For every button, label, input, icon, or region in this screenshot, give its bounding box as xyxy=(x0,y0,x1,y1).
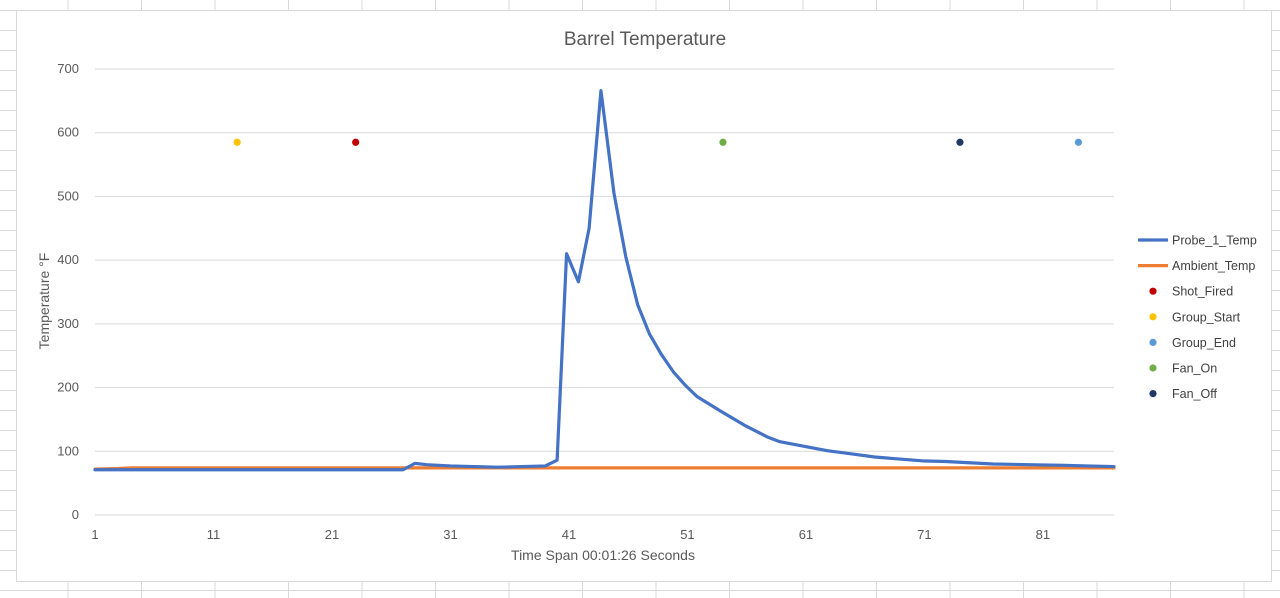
legend-label: Shot_Fired xyxy=(1172,285,1233,299)
legend-label: Group_End xyxy=(1172,336,1236,350)
legend-label: Fan_Off xyxy=(1172,387,1217,401)
y-tick-label: 300 xyxy=(57,316,79,331)
x-tick-label: 61 xyxy=(799,527,813,542)
legend-swatch xyxy=(1149,390,1157,398)
legend-item: Ambient_Temp xyxy=(1138,259,1255,273)
legend-label: Ambient_Temp xyxy=(1172,259,1255,273)
x-tick-label: 21 xyxy=(325,527,339,542)
legend-label: Fan_On xyxy=(1172,362,1217,376)
legend-item: Fan_Off xyxy=(1149,387,1217,401)
legend-swatch xyxy=(1149,313,1157,321)
x-tick-label: 81 xyxy=(1036,527,1050,542)
legend-item: Fan_On xyxy=(1149,362,1217,376)
y-tick-label: 600 xyxy=(57,125,79,140)
legend-swatch xyxy=(1149,287,1157,295)
marker-group-start xyxy=(233,138,241,146)
marker-fan-off xyxy=(956,138,964,146)
y-tick-label: 200 xyxy=(57,380,79,395)
marker-shot-fired xyxy=(352,138,360,146)
x-tick-label: 71 xyxy=(917,527,931,542)
x-tick-label: 11 xyxy=(207,527,221,542)
legend-label: Group_Start xyxy=(1172,310,1241,324)
series-line-probe-1-temp xyxy=(93,89,1116,472)
x-tick-label: 51 xyxy=(680,527,694,542)
y-tick-label: 500 xyxy=(57,188,79,203)
x-axis-title: Time Span 00:01:26 Seconds xyxy=(511,547,695,563)
y-axis-title: Temperature °F xyxy=(36,253,52,350)
y-tick-label: 0 xyxy=(72,507,79,522)
legend-swatch xyxy=(1149,364,1157,372)
y-tick-label: 100 xyxy=(57,443,79,458)
legend: Probe_1_Temp Ambient_Temp Shot_Fired Group_… xyxy=(1138,234,1257,401)
gridlines xyxy=(95,68,1114,516)
y-tick-label: 700 xyxy=(57,61,79,76)
marker-group-end xyxy=(1074,138,1083,146)
x-axis-ticks: 1 11 21 31 41 51 61 71 81 xyxy=(91,527,1050,542)
legend-label: Probe_1_Temp xyxy=(1172,234,1257,248)
legend-item: Shot_Fired xyxy=(1149,285,1233,299)
y-axis-ticks: 0 100 200 300 400 500 600 700 xyxy=(57,61,79,522)
legend-swatch xyxy=(1149,338,1157,346)
x-tick-label: 41 xyxy=(562,527,576,542)
chart-area: Barrel Temperature 0 100 200 300 400 500 600 70… xyxy=(16,10,1272,582)
chart-title: Barrel Temperature xyxy=(564,29,726,50)
x-tick-label: 31 xyxy=(443,527,457,542)
legend-item: Group_End xyxy=(1149,336,1236,350)
legend-item: Probe_1_Temp xyxy=(1138,234,1257,248)
series-layer xyxy=(93,89,1116,472)
x-tick-label: 1 xyxy=(91,527,98,542)
marker-fan-on xyxy=(719,138,727,146)
line-chart: Barrel Temperature 0 100 200 300 400 500 600 70… xyxy=(36,29,1257,563)
y-tick-label: 400 xyxy=(57,252,79,267)
legend-item: Group_Start xyxy=(1149,310,1241,324)
